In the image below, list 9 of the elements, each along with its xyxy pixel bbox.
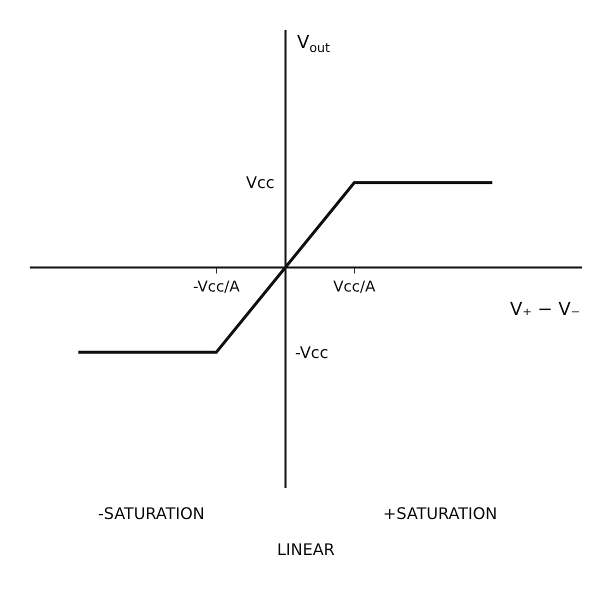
x-tick-label: Vcc/A — [333, 277, 376, 296]
x-axis-title: V₊ − V₋ — [510, 299, 580, 320]
annotation: Vcc — [246, 173, 275, 192]
annotation: -Vcc — [295, 343, 328, 362]
text: -SATURATION — [98, 504, 205, 523]
x-tick-label: -Vcc/A — [192, 277, 240, 296]
text: V$_{out}$ — [297, 32, 330, 55]
text: +SATURATION — [383, 504, 498, 523]
text: LINEAR — [277, 540, 335, 559]
